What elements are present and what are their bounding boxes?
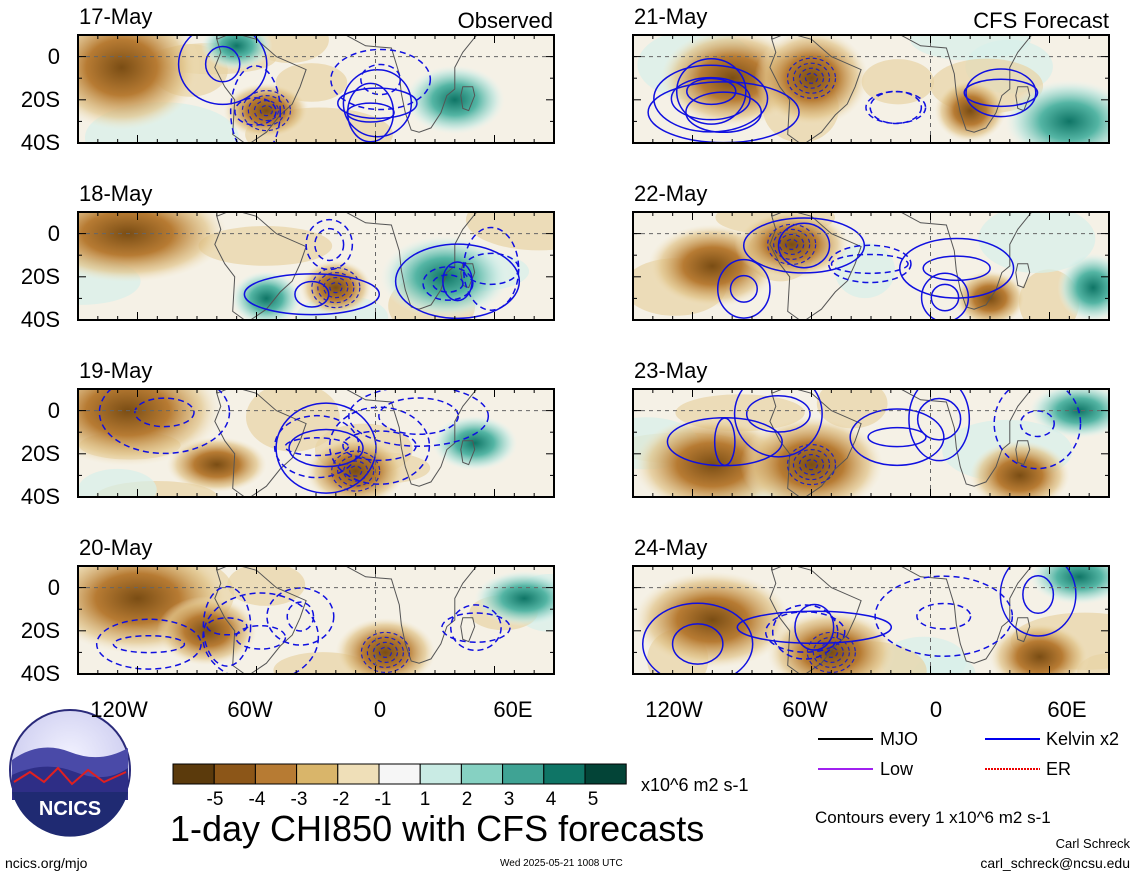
panel-date-fc-3: 23-May: [634, 358, 708, 383]
lat-tick: 40S: [20, 661, 60, 686]
lat-tick: 40S: [20, 130, 60, 155]
colorbar: [172, 763, 627, 785]
lon-tick: 60W: [782, 697, 828, 722]
map-panel: [77, 211, 555, 321]
colorbar-units: x10^6 m2 s-1: [641, 775, 749, 795]
logo-text: NCICS: [39, 798, 101, 820]
panel-date-fc-1: 21-May: [634, 4, 708, 29]
colorbar-tick: -5: [206, 789, 224, 810]
panel-date-obs-4: 20-May: [79, 535, 153, 560]
colorbar-tick: 5: [587, 789, 599, 810]
lon-tick: 0: [373, 697, 387, 722]
site-url: ncics.org/mjo: [5, 855, 88, 871]
colorbar-tick: -1: [374, 789, 392, 810]
legend-label-kelvin: Kelvin x2: [1046, 729, 1120, 749]
lat-tick: 20S: [20, 618, 60, 643]
author-credit: Carl Schreck: [1055, 836, 1130, 851]
colorbar-swatch: [337, 763, 380, 785]
lon-tick: 120W: [645, 697, 703, 722]
map-panel: [632, 565, 1110, 675]
colorbar-tick: -4: [248, 789, 266, 810]
colorbar-tick: 2: [461, 789, 473, 810]
panel-date-fc-2: 22-May: [634, 181, 708, 206]
contour-note: Contours every 1 x10^6 m2 s-1: [815, 808, 1051, 827]
lat-tick: 0: [47, 575, 60, 600]
lon-tick: 60E: [1047, 697, 1087, 722]
map-panel: [632, 211, 1110, 321]
lat-tick: 0: [47, 221, 60, 246]
colorbar-swatch: [502, 763, 545, 785]
map-panel: [632, 34, 1110, 144]
panel-date-obs-3: 19-May: [79, 358, 153, 383]
colorbar-swatch: [296, 763, 339, 785]
colorbar-swatch: [460, 763, 504, 785]
lat-tick: 20S: [20, 441, 60, 466]
colorbar-swatch: [543, 763, 586, 785]
lon-tick: 120W: [90, 697, 148, 722]
legend-label-er: ER: [1046, 759, 1072, 779]
lat-tick: 0: [47, 44, 60, 69]
map-panels: [77, 34, 1110, 675]
colorbar-swatch: [584, 763, 627, 785]
colorbar-swatch: [172, 763, 215, 785]
legend-label-mjo: MJO: [880, 729, 918, 749]
map-panel: [77, 34, 555, 144]
legend-label-low: Low: [880, 759, 914, 779]
lat-tick: 20S: [20, 87, 60, 112]
column-label-forecast: CFS Forecast: [973, 8, 1109, 33]
map-panel: [77, 565, 555, 675]
lat-tick: 40S: [20, 307, 60, 332]
lat-tick: 0: [47, 398, 60, 423]
lon-tick: 60E: [493, 697, 533, 722]
column-label-observed: Observed: [457, 8, 553, 33]
author-email: carl_schreck@ncsu.edu: [980, 855, 1130, 871]
colorbar-tick: -3: [290, 789, 308, 810]
colorbar-swatch: [419, 763, 462, 785]
colorbar-tick: 4: [545, 789, 557, 810]
map-panel: [77, 388, 555, 498]
colorbar-tick: -2: [332, 789, 350, 810]
colorbar-swatch: [378, 763, 421, 785]
timestamp: Wed 2025-05-21 1008 UTC: [500, 858, 623, 869]
colorbar-swatch: [213, 763, 256, 785]
lat-tick: 20S: [20, 264, 60, 289]
colorbar-swatch: [254, 763, 298, 785]
colorbar-tick: 1: [419, 789, 431, 810]
lat-tick: 40S: [20, 484, 60, 509]
lon-tick: 60W: [227, 697, 273, 722]
panel-date-obs-1: 17-May: [79, 4, 153, 29]
colorbar-tick: 3: [503, 789, 515, 810]
ncics-logo: NCICS: [9, 709, 131, 837]
chart-title: 1-day CHI850 with CFS forecasts: [170, 808, 705, 849]
panel-date-fc-4: 24-May: [634, 535, 708, 560]
legend-lines: [818, 738, 1040, 770]
map-panel: [632, 388, 1110, 498]
panel-date-obs-2: 18-May: [79, 181, 153, 206]
lon-tick: 0: [929, 697, 943, 722]
